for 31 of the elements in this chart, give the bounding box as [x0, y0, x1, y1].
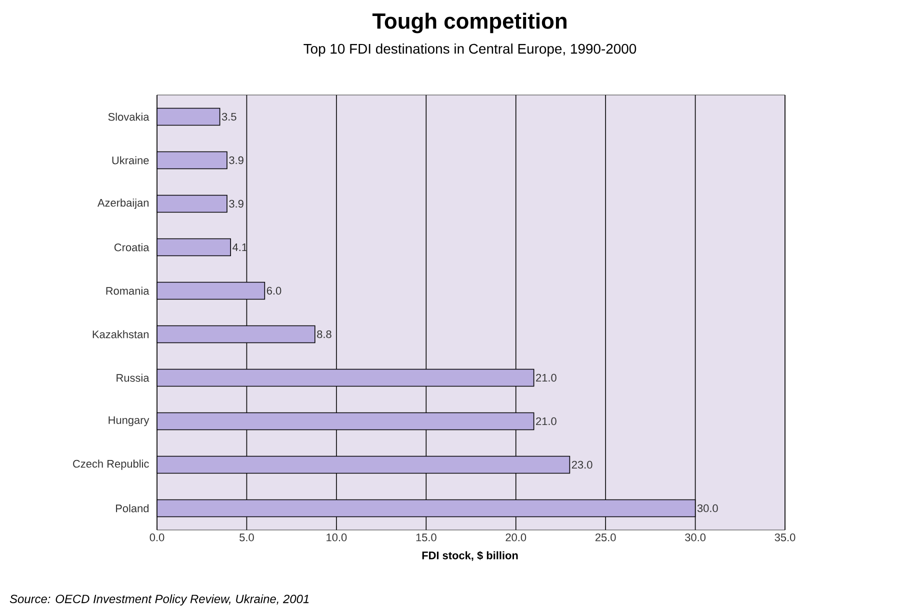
x-tick-label: 35.0	[774, 534, 796, 542]
y-tick-label: Romania	[106, 286, 150, 295]
x-tick-label: 20.0	[506, 534, 526, 542]
x-axis-title: FDI stock, $ billion	[422, 551, 518, 561]
y-tick-label: Ukraine	[112, 156, 149, 164]
y-tick-label: Croatia	[114, 243, 150, 252]
data-label: 3.9	[229, 156, 244, 164]
x-tick-label: 15.0	[416, 534, 436, 542]
data-label: 3.5	[222, 112, 236, 121]
y-tick-label: Slovakia	[108, 112, 150, 121]
y-tick-label: Russia	[116, 374, 150, 382]
data-label: 21.0	[536, 374, 556, 382]
data-label: 30.0	[697, 504, 718, 512]
y-tick-label: Azerbaijan	[97, 198, 149, 209]
data-label: 3.9	[229, 200, 244, 208]
chart-subtitle: Top 10 FDI destinations in Central Europe, 1990-2000	[304, 43, 636, 56]
y-tick-label: Hungary	[108, 416, 150, 426]
y-tick-label: Kazakhstan	[92, 330, 149, 338]
x-tick-label: 5.0	[240, 534, 254, 542]
source-note: Source: OECD Investment Policy Review, Ukraine, 2001	[10, 594, 309, 606]
x-tick-label: 10.0	[326, 534, 347, 542]
chart-title: Tough competition	[372, 12, 566, 34]
x-tick-label: 30.0	[685, 534, 706, 542]
x-tick-label: 0.0	[150, 534, 164, 542]
data-label: 8.8	[317, 330, 332, 338]
data-label: 6.0	[266, 286, 282, 295]
x-tick-label: 25.0	[595, 534, 616, 542]
data-label: 21.0	[536, 417, 556, 426]
y-tick-label: Poland	[116, 504, 149, 512]
data-label: 23.0	[572, 460, 592, 469]
y-tick-label: Czech Republic	[73, 460, 149, 470]
